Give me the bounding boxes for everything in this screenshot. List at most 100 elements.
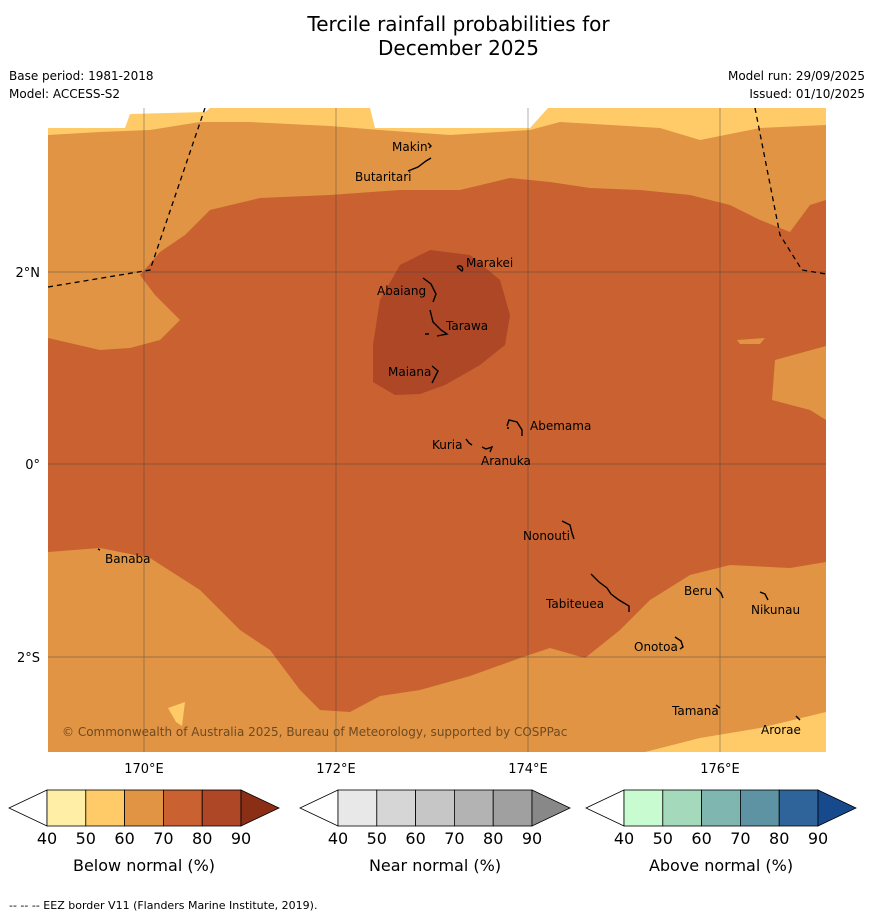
colorbar-extend-low <box>299 789 339 827</box>
graticule <box>48 108 826 752</box>
label-tabiteuea: Tabiteuea <box>545 597 604 611</box>
lon-label-176e: 176°E <box>700 762 740 777</box>
colorbar-swatch <box>701 789 741 827</box>
colorbar-tick-label: 50 <box>367 829 387 848</box>
island-maiana <box>431 365 439 384</box>
lat-label-2s: 2°S <box>17 651 40 666</box>
island-beru <box>715 587 724 599</box>
label-kuria: Kuria <box>432 438 463 452</box>
colorbar-tick-label: 90 <box>231 829 251 848</box>
colorbar-tick-label: 70 <box>730 829 750 848</box>
band-60-70-patch <box>737 338 765 344</box>
colorbar-swatch <box>623 789 664 827</box>
meta-left: Base period: 1981-2018 Model: ACCESS-S2 <box>9 67 154 103</box>
label-abemama: Abemama <box>530 419 591 433</box>
colorbar-tick-label: 60 <box>405 829 425 848</box>
colorbar-extend-high <box>531 789 571 827</box>
label-tamana: Tamana <box>671 704 719 718</box>
base-period: Base period: 1981-2018 <box>9 69 154 83</box>
colorbar-swatch <box>124 789 164 827</box>
label-onotoa: Onotoa <box>634 640 678 654</box>
colorbar-swatch <box>778 789 819 827</box>
model-run: Model run: 29/09/2025 <box>727 69 865 83</box>
meta-right: Model run: 29/09/2025 Issued: 01/10/2025 <box>728 67 865 103</box>
island-kuria <box>465 438 473 446</box>
map-plot-area <box>48 108 826 752</box>
band-below-50-top <box>48 108 548 128</box>
colorbar-swatch <box>337 789 378 827</box>
colorbar-extend-low <box>585 789 625 827</box>
colorbar-label-near: Near normal (%) <box>369 856 501 875</box>
colorbar-label-below: Below normal (%) <box>73 856 215 875</box>
label-tarawa: Tarawa <box>445 319 488 333</box>
colorbar-tick-label: 60 <box>114 829 134 848</box>
label-maiana: Maiana <box>388 365 431 379</box>
copyright-notice: © Commonwealth of Australia 2025, Bureau… <box>62 725 567 739</box>
island-tarawa <box>425 309 449 337</box>
colorbar-tick-label: 40 <box>328 829 348 848</box>
colorbar-tick-label: 40 <box>614 829 634 848</box>
eez-border <box>48 108 826 288</box>
island-makin <box>427 142 432 149</box>
islands <box>97 142 801 721</box>
colorbar-below-normal: 40 50 60 70 80 90 <box>8 789 280 848</box>
colorbar-above-normal: 40 50 60 70 80 90 <box>585 789 857 848</box>
colorbar-tick-label: 70 <box>153 829 173 848</box>
issued-date: Issued: 01/10/2025 <box>749 87 865 101</box>
island-banaba <box>97 548 101 551</box>
title-line-1: Tercile rainfall probabilities for <box>307 12 610 36</box>
colorbar-extend-low <box>8 789 48 827</box>
lat-label-0: 0° <box>25 458 40 473</box>
colorbar-swatch <box>492 789 533 827</box>
island-tamana <box>715 704 721 709</box>
band-80-90 <box>373 250 510 395</box>
island-onotoa <box>674 636 684 650</box>
colorbar-tick-label: 80 <box>192 829 212 848</box>
band-70-80 <box>48 178 826 712</box>
label-nikunau: Nikunau <box>751 603 800 617</box>
lat-label-2n: 2°N <box>16 266 41 281</box>
colorbar-label-above: Above normal (%) <box>649 856 793 875</box>
island-nonouti <box>561 520 575 540</box>
island-aranuka <box>481 445 494 453</box>
band-50-60-bottom <box>645 712 826 752</box>
colorbar-tick-label: 60 <box>691 829 711 848</box>
colorbar-swatch <box>162 789 203 827</box>
label-marakei: Marakei <box>466 256 513 270</box>
colorbar-swatch <box>85 789 126 827</box>
lon-label-172e: 172°E <box>316 762 356 777</box>
label-abaiang: Abaiang <box>377 284 426 298</box>
island-tabiteuea <box>590 573 630 612</box>
colorbar-swatch <box>376 789 416 827</box>
lon-label-170e: 170°E <box>124 762 164 777</box>
island-abaiang <box>422 277 437 303</box>
colorbar-tick-label: 70 <box>444 829 464 848</box>
colorbar-tick-label: 40 <box>37 829 57 848</box>
colorbar-tick-label: 80 <box>769 829 789 848</box>
label-nonouti: Nonouti <box>523 529 570 543</box>
place-labels: Makin Butaritari Marakei Abaiang Tarawa … <box>105 140 801 737</box>
colorbar-swatch <box>46 789 87 827</box>
label-makin: Makin <box>392 140 428 154</box>
title-line-2: December 2025 <box>378 36 539 60</box>
band-50-60-patch <box>168 702 185 726</box>
colorbar-swatch <box>415 789 455 827</box>
eez-footnote: -- -- -- EEZ border V11 (Flanders Marine… <box>9 899 318 912</box>
model-name: Model: ACCESS-S2 <box>9 87 121 101</box>
label-beru: Beru <box>684 584 712 598</box>
island-nikunau <box>759 591 769 601</box>
map-title: Tercile rainfall probabilities for Decem… <box>0 12 873 60</box>
island-butaritari <box>407 157 432 172</box>
colorbar-near-normal: 40 50 60 70 80 90 <box>299 789 571 848</box>
colorbar-extend-high <box>817 789 857 827</box>
label-arorae: Arorae <box>761 723 801 737</box>
label-banaba: Banaba <box>105 552 151 566</box>
colorbar-swatch <box>201 789 242 827</box>
colorbar-tick-label: 50 <box>76 829 96 848</box>
colorbar-swatch <box>662 789 702 827</box>
colorbar-tick-label: 90 <box>808 829 828 848</box>
colorbar-tick-label: 50 <box>653 829 673 848</box>
colorbar-tick-label: 90 <box>522 829 542 848</box>
lon-label-174e: 174°E <box>508 762 548 777</box>
